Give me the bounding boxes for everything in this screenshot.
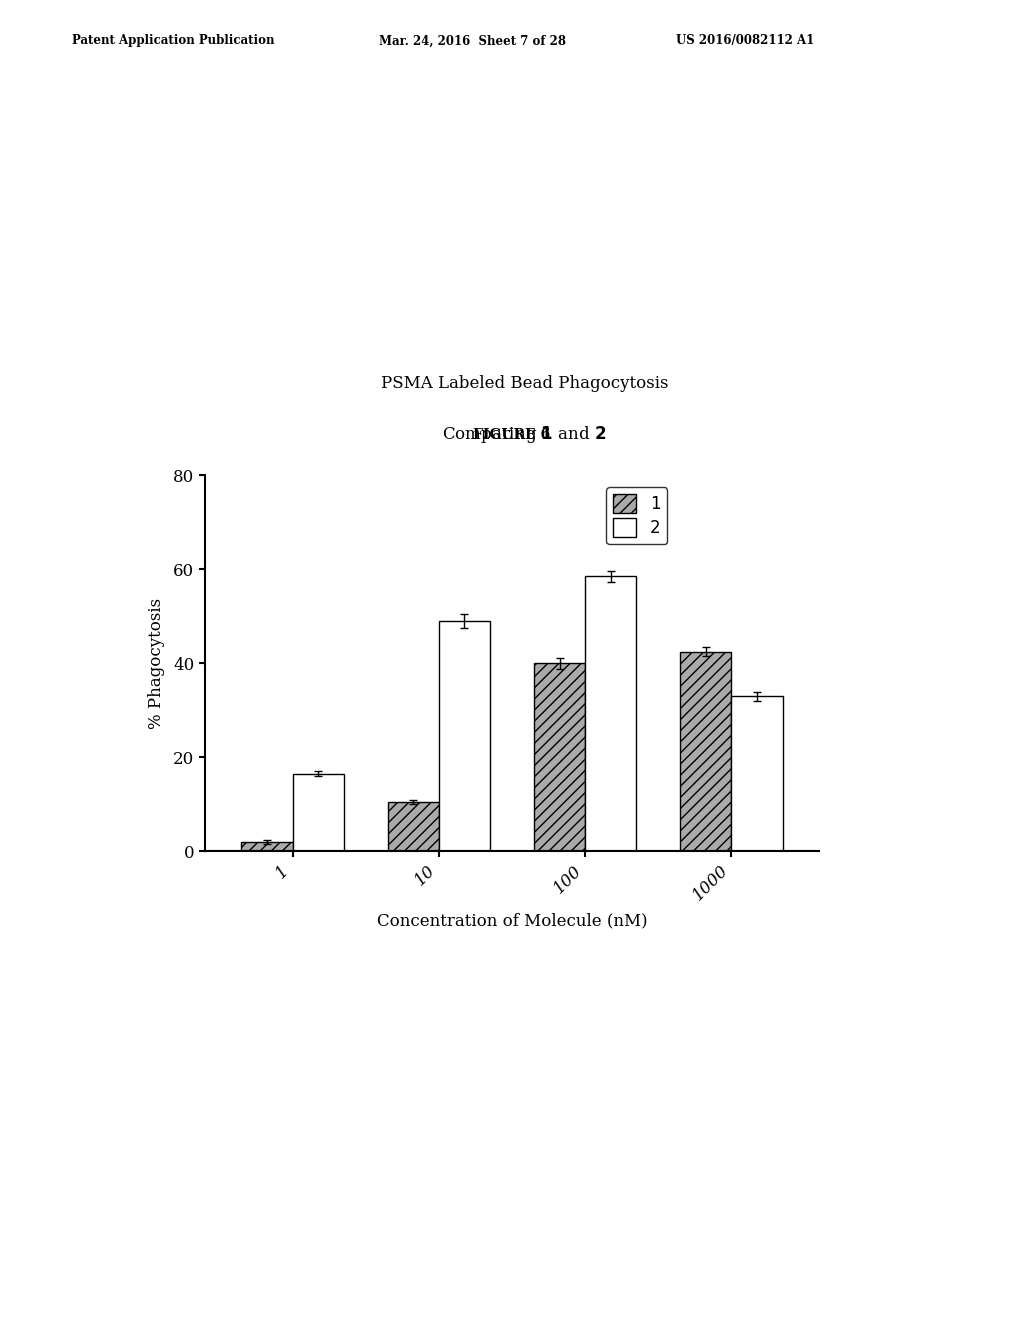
Bar — [388, 803, 439, 851]
Bar — [439, 620, 490, 851]
Bar — [585, 577, 636, 851]
Bar — [293, 774, 344, 851]
Y-axis label: % Phagocytosis: % Phagocytosis — [147, 598, 165, 729]
Bar — [731, 696, 782, 851]
Text: FIGURE 6: FIGURE 6 — [473, 428, 551, 442]
Legend: 1, 2: 1, 2 — [606, 487, 667, 544]
Text: Patent Application Publication: Patent Application Publication — [72, 34, 274, 48]
Bar — [534, 664, 585, 851]
X-axis label: Concentration of Molecule (nM): Concentration of Molecule (nM) — [377, 912, 647, 929]
Text: US 2016/0082112 A1: US 2016/0082112 A1 — [676, 34, 814, 48]
Text: PSMA Labeled Bead Phagocytosis: PSMA Labeled Bead Phagocytosis — [381, 375, 668, 392]
Bar — [242, 842, 293, 851]
Bar — [680, 652, 731, 851]
Text: Mar. 24, 2016  Sheet 7 of 28: Mar. 24, 2016 Sheet 7 of 28 — [379, 34, 566, 48]
Text: Comparing $\mathbf{1}$ and $\mathbf{2}$: Comparing $\mathbf{1}$ and $\mathbf{2}$ — [442, 424, 606, 445]
